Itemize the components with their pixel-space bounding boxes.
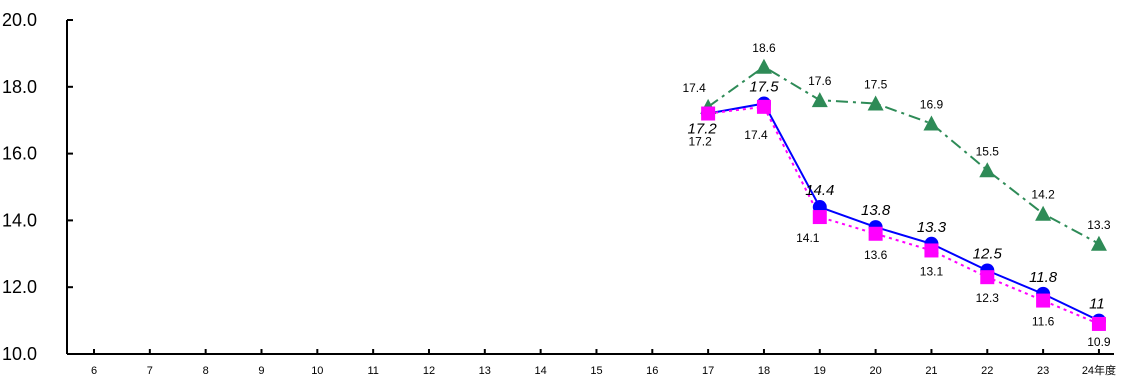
x-tick-label: 15: [590, 365, 602, 377]
data-label-triangle: 14.2: [1031, 188, 1055, 202]
x-tick-label: 9: [258, 365, 264, 377]
data-label-triangle: 18.6: [752, 41, 776, 55]
y-axis-ticks: 10.0 12.0 14.0 16.0 18.0 20.0: [2, 10, 73, 364]
data-point-square: [924, 243, 939, 258]
x-tick-label: 19: [814, 365, 826, 377]
data-point-triangle: [811, 92, 828, 108]
data-label-circle: 17.2: [688, 121, 718, 138]
x-tick-label: 23: [1037, 365, 1049, 377]
data-label-square: 12.3: [976, 291, 1000, 305]
data-label-square: 17.2: [688, 135, 712, 149]
x-tick-label: 7: [147, 365, 153, 377]
x-tick-label: 11: [367, 365, 378, 377]
data-label-triangle: 17.5: [864, 78, 888, 92]
data-label-triangle: 13.3: [1087, 218, 1111, 232]
data-point-square: [980, 270, 995, 285]
x-tick-label: 24年度: [1082, 363, 1116, 377]
y-tick-label: 20.0: [2, 10, 37, 30]
data-label-square: 13.1: [920, 264, 944, 278]
data-point-square: [868, 226, 883, 241]
axes: [66, 20, 1114, 355]
x-tick-label: 17: [702, 365, 714, 377]
data-point-triangle: [923, 115, 940, 131]
data-point-triangle: [1090, 235, 1107, 251]
x-tick-label: 10: [311, 365, 323, 377]
data-label-circle: 11: [1089, 296, 1105, 313]
x-tick-label: 18: [758, 365, 770, 377]
y-tick-label: 18.0: [2, 77, 37, 97]
x-tick-label: 21: [925, 365, 937, 377]
x-tick-label: 12: [423, 365, 435, 377]
series-line-circle: [707, 102, 1100, 322]
series-lines: [707, 65, 1100, 325]
data-point-square: [756, 99, 771, 114]
data-point-square: [812, 210, 827, 225]
data-label-triangle: 16.9: [920, 98, 944, 112]
x-axis-ticks: 6 7 8 9 10 11 12 13 14 15 16 17 18 19 20 21 22 23 24年度: [91, 349, 1116, 377]
data-label-circle: 14.4: [805, 182, 834, 199]
y-tick-label: 10.0: [2, 344, 37, 364]
series-markers: [700, 58, 1107, 331]
x-tick-label: 22: [981, 365, 993, 377]
series-line-square: [708, 105, 1100, 325]
data-label-circle: 13.3: [917, 219, 947, 236]
x-tick-label: 16: [646, 365, 658, 377]
data-point-square: [701, 106, 716, 121]
data-label-square: 10.9: [1087, 335, 1111, 349]
data-label-circle: 17.5: [749, 79, 779, 96]
data-label-circle: 11.8: [1029, 269, 1058, 286]
y-tick-label: 16.0: [2, 144, 37, 164]
data-point-triangle: [1035, 205, 1052, 221]
data-label-triangle: 17.6: [808, 74, 832, 88]
x-tick-label: 8: [203, 365, 209, 377]
y-tick-label: 14.0: [2, 210, 37, 230]
x-tick-label: 20: [869, 365, 881, 377]
data-point-square: [1036, 293, 1051, 308]
data-point-triangle: [867, 95, 884, 111]
data-label-square: 14.1: [796, 231, 820, 245]
series-line-triangle: [707, 65, 1100, 245]
data-point-square: [1091, 316, 1106, 331]
x-tick-label: 14: [535, 365, 547, 377]
y-tick-label: 12.0: [2, 277, 37, 297]
x-tick-label: 6: [91, 365, 97, 377]
data-point-triangle: [755, 58, 772, 74]
data-label-triangle: 15.5: [976, 144, 1000, 158]
data-label-square: 13.6: [864, 248, 888, 262]
x-tick-label: 13: [479, 365, 491, 377]
data-label-circle: 13.8: [861, 202, 891, 219]
data-label-square: 11.6: [1032, 315, 1055, 329]
data-point-triangle: [979, 162, 996, 178]
data-labels: 17.4 18.6 17.6 17.5 16.9 15.5 14.2 13.3 17.2 17.5…: [682, 41, 1110, 349]
data-label-circle: 12.5: [973, 246, 1003, 263]
data-label-square: 17.4: [744, 128, 768, 142]
data-label-triangle: 17.4: [682, 81, 706, 95]
